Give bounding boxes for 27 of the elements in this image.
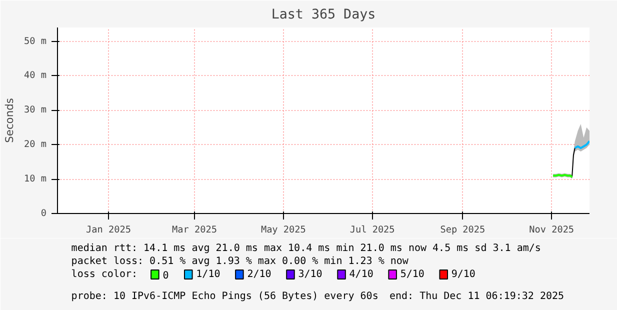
line-series — [574, 140, 590, 150]
x-tick-label: May 2025 — [260, 224, 306, 236]
y-tick-label: 40 m — [24, 70, 47, 82]
x-tick-label: Jan 2025 — [86, 224, 131, 236]
legend-title: loss color: — [71, 269, 138, 280]
y-tick-label: 50 m — [24, 36, 47, 47]
x-tick-label: Jul 2025 — [350, 224, 395, 236]
x-tick-label: Sep 2025 — [440, 224, 486, 236]
legend-label: 1/10 — [196, 269, 220, 280]
legend-label: 2/10 — [247, 269, 272, 280]
legend-label: 5/10 — [400, 269, 424, 280]
legend-label: 3/10 — [298, 269, 322, 280]
y-tick-label: 0 — [40, 208, 47, 219]
text: packet loss: 0.51 % avg 1.93 % max 0.00 % min 1.23 % now — [71, 256, 410, 267]
x-tick-label: Mar 2025 — [172, 224, 217, 236]
legend-label: 9/10 — [451, 269, 476, 280]
y-tick-label: 30 m — [24, 104, 47, 116]
y-tick-label: 10 m — [24, 174, 47, 185]
text: end: Thu Dec 11 06:19:32 2025 — [389, 291, 564, 302]
y-tick-label: 20 m — [24, 139, 47, 150]
text: median rtt: 14.1 ms avg 21.0 ms max 10.4 ms min 21.0 ms now 4.5 ms sd 3.1 am/s — [71, 243, 541, 254]
chart-title: Last 365 Days — [271, 8, 376, 22]
legend-label: 0 — [162, 270, 169, 282]
y-axis-title: Seconds — [3, 98, 16, 143]
text: probe: 10 IPv6-ICMP Echo Pings (56 Bytes) every 60s — [71, 291, 378, 302]
legend-label: 4/10 — [349, 269, 374, 280]
x-tick-label: Nov 2025 — [529, 224, 574, 236]
